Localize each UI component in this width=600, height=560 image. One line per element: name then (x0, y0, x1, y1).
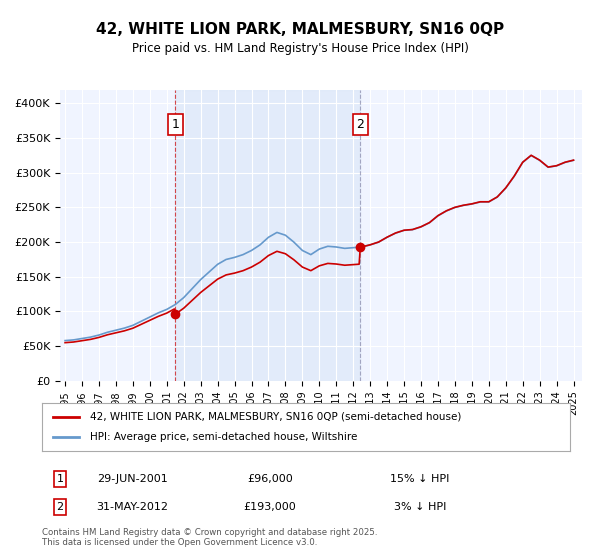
Bar (175, 90, 361, 381)
Text: Price paid vs. HM Land Registry's House Price Index (HPI): Price paid vs. HM Land Registry's House … (131, 42, 469, 55)
Text: 2: 2 (356, 118, 364, 131)
Text: £96,000: £96,000 (247, 474, 293, 484)
Text: 3% ↓ HPI: 3% ↓ HPI (394, 502, 446, 512)
Text: 42, WHITE LION PARK, MALMESBURY, SN16 0QP: 42, WHITE LION PARK, MALMESBURY, SN16 0Q… (96, 22, 504, 38)
Text: 31-MAY-2012: 31-MAY-2012 (96, 502, 168, 512)
Text: 15% ↓ HPI: 15% ↓ HPI (391, 474, 449, 484)
Text: £193,000: £193,000 (244, 502, 296, 512)
Text: HPI: Average price, semi-detached house, Wiltshire: HPI: Average price, semi-detached house,… (89, 432, 357, 442)
Text: 42, WHITE LION PARK, MALMESBURY, SN16 0QP (semi-detached house): 42, WHITE LION PARK, MALMESBURY, SN16 0Q… (89, 412, 461, 422)
Text: Contains HM Land Registry data © Crown copyright and database right 2025.
This d: Contains HM Land Registry data © Crown c… (42, 528, 377, 547)
Text: 1: 1 (56, 474, 64, 484)
Text: 2: 2 (56, 502, 64, 512)
Text: 29-JUN-2001: 29-JUN-2001 (97, 474, 167, 484)
Text: 1: 1 (172, 118, 179, 131)
